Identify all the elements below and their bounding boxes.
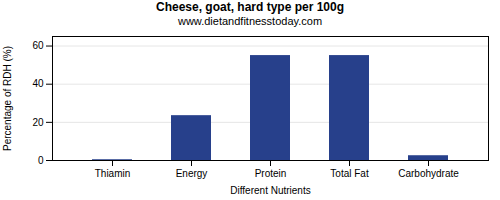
svg-text:Different Nutrients: Different Nutrients bbox=[230, 185, 310, 196]
svg-text:40: 40 bbox=[32, 78, 44, 89]
svg-text:Total Fat: Total Fat bbox=[330, 168, 369, 179]
svg-text:Thiamin: Thiamin bbox=[95, 168, 131, 179]
svg-text:Percentage of RDH (%): Percentage of RDH (%) bbox=[2, 46, 13, 151]
svg-text:20: 20 bbox=[32, 117, 44, 128]
svg-text:Carbohydrate: Carbohydrate bbox=[398, 168, 459, 179]
svg-text:0: 0 bbox=[38, 155, 44, 166]
html-text:www.dietandfitnesstoday.com: www.dietandfitnesstoday.com bbox=[178, 15, 322, 27]
svg-text:60: 60 bbox=[32, 40, 44, 51]
svg-text:Energy: Energy bbox=[176, 168, 208, 179]
html-text:Cheese, goat, hard type per 10: Cheese, goat, hard type per 100g bbox=[156, 0, 344, 14]
svg-text:Protein: Protein bbox=[255, 168, 287, 179]
